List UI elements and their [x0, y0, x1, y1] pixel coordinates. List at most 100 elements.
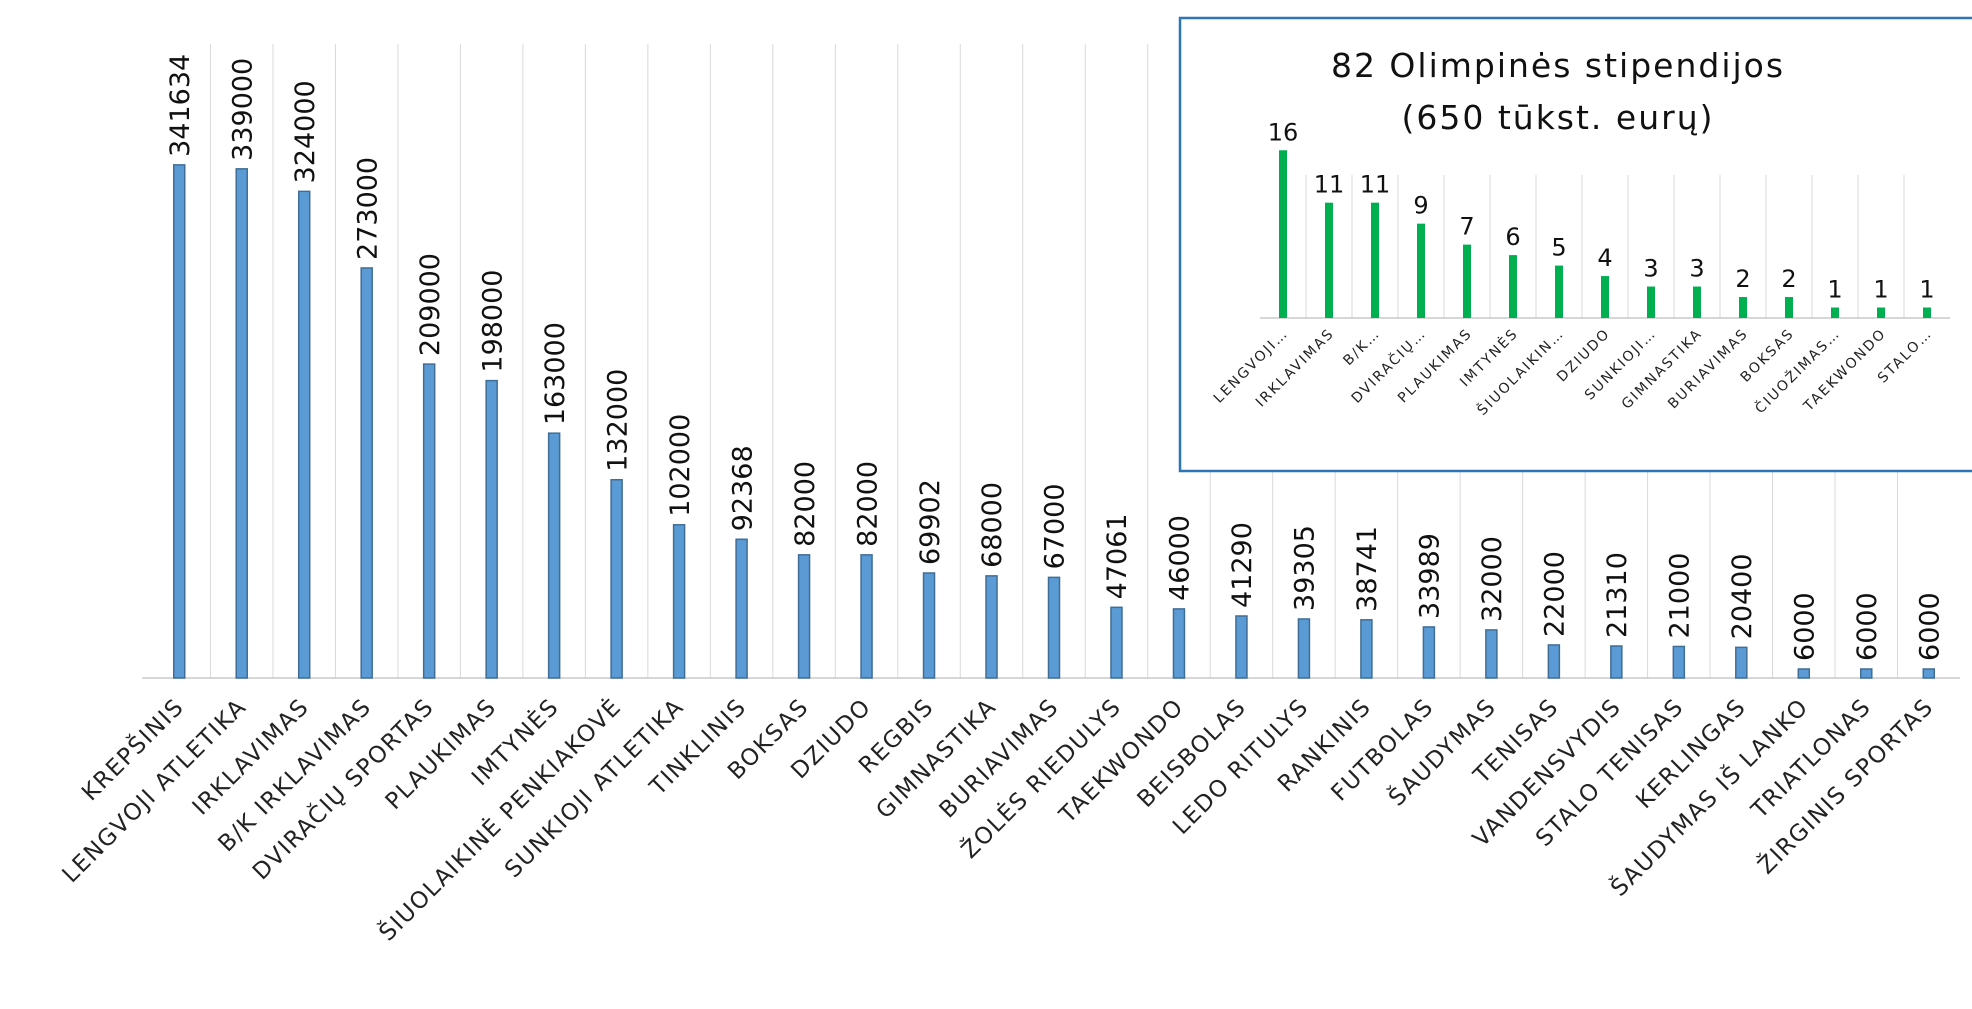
value-label-18: 41290: [1227, 522, 1258, 608]
value-label-4: 9: [1413, 192, 1428, 220]
bar-6: [485, 379, 498, 679]
value-label-8: 132000: [602, 369, 633, 472]
value-label-15: 67000: [1040, 483, 1071, 569]
main-bars: [172, 164, 1936, 679]
bar-13: [1831, 307, 1839, 318]
value-label-12: 82000: [852, 461, 883, 547]
value-label-21: 33989: [1415, 533, 1446, 619]
value-label-6: 198000: [477, 270, 508, 373]
value-label-16: 47061: [1102, 513, 1133, 599]
value-label-11: 82000: [790, 461, 821, 547]
inset-bars: [1279, 150, 1931, 318]
value-label-9: 102000: [665, 414, 696, 517]
value-label-15: 1: [1919, 276, 1934, 304]
value-label-14: 1: [1873, 276, 1888, 304]
value-label-29: 6000: [1914, 592, 1945, 661]
value-label-11: 2: [1735, 265, 1750, 293]
bar-14: [985, 575, 998, 679]
bar-8: [1601, 276, 1609, 318]
bar-6: [1509, 255, 1517, 318]
inset-chart: 82 Olimpinės stipendijos (650 tūkst. eur…: [1178, 16, 1972, 473]
bar-16: [1110, 606, 1123, 679]
tick-label-26: KERLINGAS: [1631, 694, 1751, 814]
inset-title: 82 Olimpinės stipendijos: [1331, 46, 1785, 85]
value-label-2: 339000: [227, 58, 258, 161]
value-label-10: 3: [1689, 255, 1704, 283]
value-label-13: 1: [1827, 276, 1842, 304]
value-label-17: 46000: [1165, 515, 1196, 601]
value-label-7: 5: [1551, 234, 1566, 262]
inset-gridlines: [1305, 175, 1905, 318]
value-label-27: 6000: [1790, 592, 1821, 661]
bar-25: [1672, 645, 1686, 679]
tick-label-6: PLAUKIMAS: [381, 694, 502, 815]
bar-20: [1360, 619, 1373, 679]
bar-15: [1047, 576, 1061, 679]
bar-3: [297, 190, 311, 679]
value-label-14: 68000: [977, 482, 1008, 568]
bar-5: [1463, 244, 1471, 318]
value-label-5: 209000: [415, 253, 446, 356]
bar-23: [1547, 644, 1561, 679]
value-label-23: 22000: [1540, 551, 1571, 637]
value-label-19: 39305: [1290, 525, 1321, 611]
value-label-3: 11: [1360, 171, 1391, 199]
bar-24: [1610, 645, 1623, 679]
bar-10: [735, 538, 748, 679]
bar-28: [1860, 668, 1873, 679]
bar-4: [360, 267, 373, 679]
bar-9: [672, 524, 686, 679]
value-label-20: 38741: [1352, 526, 1383, 612]
value-label-1: 341634: [165, 54, 196, 157]
value-label-5: 7: [1459, 213, 1474, 241]
bar-21: [1422, 626, 1436, 679]
value-label-1: 16: [1268, 118, 1299, 146]
bar-14: [1877, 307, 1885, 318]
bar-4: [1417, 223, 1425, 318]
main-value-labels: 341634 339000 324000 273000 209000 198000 1630…: [165, 54, 1946, 661]
bar-18: [1235, 615, 1248, 679]
value-label-4: 273000: [352, 157, 383, 260]
bar-15: [1923, 307, 1931, 318]
bar-2: [235, 168, 248, 679]
bar-9: [1647, 286, 1655, 318]
bar-7: [547, 432, 561, 679]
bar-5: [422, 363, 436, 679]
tick-label-22: ŠAUDYMAS: [1383, 692, 1502, 811]
bar-11: [797, 554, 811, 679]
value-label-6: 6: [1505, 223, 1520, 251]
bar-2: [1325, 202, 1333, 318]
bar-27: [1797, 668, 1811, 679]
bar-7: [1555, 265, 1563, 318]
bar-17: [1172, 608, 1186, 679]
inset-subtitle: (650 tūkst. eurų): [1401, 98, 1714, 137]
value-label-22: 32000: [1477, 536, 1508, 622]
value-label-24: 21310: [1602, 552, 1633, 638]
bar-3: [1371, 202, 1379, 318]
tick-label-18: BEISBOLAS: [1133, 694, 1252, 813]
value-label-28: 6000: [1852, 592, 1883, 661]
value-label-8: 4: [1597, 244, 1612, 272]
value-label-26: 20400: [1727, 553, 1758, 639]
bar-1: [1279, 150, 1287, 318]
inset-frame: [1178, 16, 1972, 473]
bar-11: [1739, 297, 1747, 318]
value-label-7: 163000: [540, 322, 571, 425]
bar-26: [1735, 646, 1748, 679]
bar-12: [1785, 297, 1793, 318]
bar-8: [610, 478, 623, 679]
value-label-12: 2: [1781, 265, 1796, 293]
value-label-2: 11: [1314, 171, 1345, 199]
value-label-13: 69902: [915, 479, 946, 565]
bar-19: [1297, 618, 1311, 679]
bar-1: [172, 164, 186, 679]
bar-12: [860, 554, 873, 679]
bar-22: [1485, 629, 1498, 679]
value-label-10: 92368: [727, 445, 758, 531]
bar-29: [1922, 668, 1936, 679]
bar-10: [1693, 286, 1701, 318]
value-label-9: 3: [1643, 255, 1658, 283]
bar-13: [922, 572, 936, 679]
